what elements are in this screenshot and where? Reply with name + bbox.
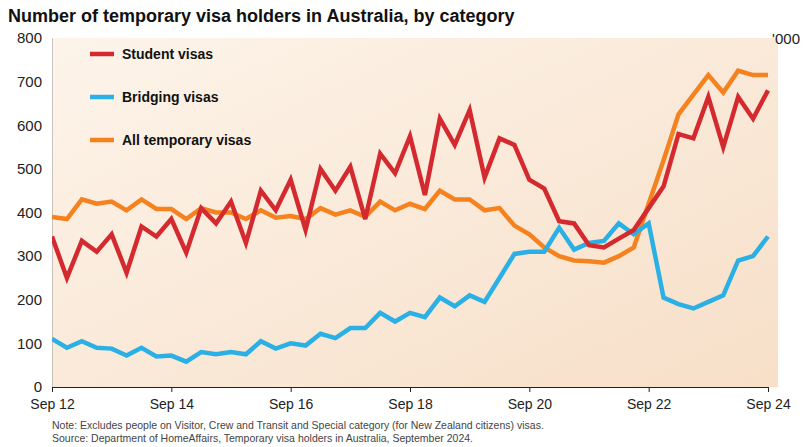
x-tick: Sep 12 (30, 387, 75, 412)
legend-label: All temporary visas (122, 132, 251, 148)
y-tick-label: 800 (17, 29, 42, 46)
x-tick: Sep 14 (150, 387, 195, 412)
y-tick-label: 0 (34, 378, 42, 395)
x-tick: Sep 16 (269, 387, 314, 412)
x-tick-label: Sep 20 (508, 396, 553, 412)
plot: 0100200300400500600700800Sep 12Sep 14Sep… (17, 29, 791, 412)
x-tick-label: Sep 24 (746, 396, 791, 412)
x-tick-label: Sep 22 (627, 396, 672, 412)
y-tick: 300 (17, 247, 52, 264)
x-tick-mark (171, 387, 172, 392)
y-tick-label: 100 (17, 335, 42, 352)
y-tick-label: 300 (17, 247, 42, 264)
x-tick-label: Sep 18 (388, 396, 433, 412)
y-tick: 200 (17, 291, 52, 308)
y-tick-label: 400 (17, 204, 42, 221)
y-axis-line (52, 39, 53, 388)
y-tick-label: 700 (17, 73, 42, 90)
x-tick-mark (768, 387, 769, 392)
legend-label: Student visas (122, 46, 213, 62)
legend-swatch (90, 95, 114, 100)
y-tick: 0 (34, 378, 52, 395)
y-unit-label: '000 (772, 30, 800, 47)
series-lines (52, 71, 768, 362)
x-tick-mark (52, 387, 53, 392)
x-tick-mark (291, 387, 292, 392)
source: Source: Department of HomeAffairs, Tempo… (52, 432, 473, 444)
y-tick: 800 (17, 29, 52, 46)
y-tick: 400 (17, 204, 52, 221)
x-tick: Sep 24 (746, 387, 791, 412)
title: Number of temporary visa holders in Aust… (8, 6, 514, 26)
y-tick-label: 600 (17, 117, 42, 134)
x-tick-mark (410, 387, 411, 392)
x-tick: Sep 20 (508, 387, 553, 412)
x-tick-mark (529, 387, 530, 392)
y-axis: 0 100 200 300 400 500 600 700 800 (17, 29, 53, 395)
note: Note: Excludes people on Visitor, Crew a… (52, 419, 544, 431)
y-tick: 600 (17, 117, 52, 134)
series-line (52, 90, 768, 278)
y-tick: 500 (17, 160, 52, 177)
series-line (52, 223, 768, 361)
legend-swatch (90, 52, 114, 57)
legend-swatch (90, 138, 114, 143)
x-axis-line (53, 388, 769, 392)
legend-item: All temporary visas (90, 132, 251, 148)
y-tick: 100 (17, 335, 52, 352)
legend: Student visas Bridging visas All temporary… (90, 46, 251, 148)
x-tick: Sep 18 (388, 387, 433, 412)
y-tick: 700 (17, 73, 52, 90)
legend-item: Student visas (90, 46, 213, 62)
x-tick-label: Sep 12 (30, 396, 75, 412)
y-tick-label: 200 (17, 291, 42, 308)
chart: Number of temporary visa holders in Aust… (0, 0, 810, 447)
y-tick-label: 500 (17, 160, 42, 177)
legend-label: Bridging visas (122, 89, 219, 105)
x-axis: Sep 12 Sep 14 Sep 16 Sep 18 Sep 20 Sep 22 Sep … (30, 387, 791, 412)
x-tick-label: Sep 14 (150, 396, 195, 412)
legend-item: Bridging visas (90, 89, 219, 105)
x-tick-label: Sep 16 (269, 396, 314, 412)
x-tick-mark (649, 387, 650, 392)
x-tick: Sep 22 (627, 387, 672, 412)
plot-background (52, 38, 778, 387)
